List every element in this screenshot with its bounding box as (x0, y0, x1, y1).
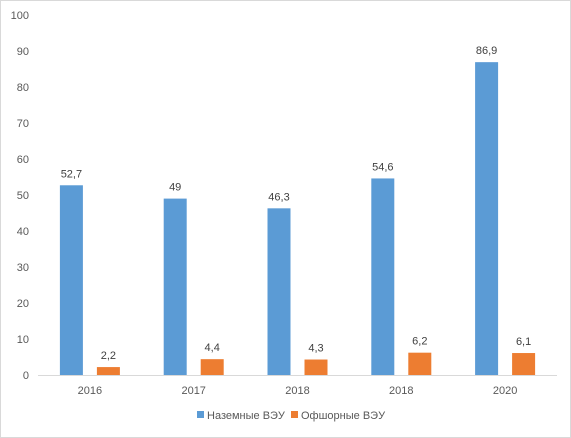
bar-onshore (163, 198, 187, 375)
bar-onshore (59, 185, 83, 375)
y-tick-label: 30 (17, 262, 29, 274)
bar-value-label: 86,9 (476, 45, 497, 57)
y-tick-label: 90 (17, 46, 29, 58)
x-tick-label: 2016 (78, 385, 102, 397)
y-tick-label: 50 (17, 190, 29, 202)
y-tick-label: 10 (17, 334, 29, 346)
bar-onshore (475, 62, 499, 375)
x-tick-label: 2020 (493, 385, 517, 397)
legend-label: Наземные ВЭУ (207, 410, 286, 422)
bars (59, 62, 536, 375)
bar-offshore (304, 359, 328, 375)
legend: Наземные ВЭУ Офшорные ВЭУ (197, 410, 386, 422)
legend-swatch (197, 411, 204, 418)
y-tick-label: 40 (17, 226, 29, 238)
y-tick-label: 70 (17, 118, 29, 130)
y-tick-label: 80 (17, 82, 29, 94)
legend-label: Офшорные ВЭУ (301, 410, 386, 422)
bar-onshore (371, 178, 395, 375)
bar-offshore (96, 367, 120, 375)
y-tick-label: 60 (17, 154, 29, 166)
legend-swatch (291, 411, 298, 418)
y-tick-label: 0 (23, 370, 29, 382)
x-tick-label: 2018 (389, 385, 413, 397)
bar-value-label: 6,1 (516, 336, 531, 348)
bar-value-label: 49 (169, 182, 181, 194)
y-tick-label: 100 (11, 10, 29, 22)
bar-offshore (408, 352, 432, 375)
bar-value-label: 4,4 (205, 342, 220, 354)
bar-value-label: 54,6 (372, 161, 393, 173)
axes: 0 10 20 30 40 50 60 70 80 90 100 2016 2017 2018 2018 20… (11, 10, 557, 397)
data-labels: 52,7 2,2 49 4,4 46,3 4,3 54,6 6,2 86,9 6,1 (61, 45, 532, 362)
y-tick-label: 20 (17, 298, 29, 310)
bar-value-label: 52,7 (61, 168, 82, 180)
bar-value-label: 2,2 (101, 350, 116, 362)
bar-value-label: 46,3 (268, 191, 289, 203)
bar-value-label: 4,3 (308, 343, 323, 355)
bar-offshore (200, 359, 224, 375)
bar-value-label: 6,2 (412, 336, 427, 348)
bar-onshore (267, 208, 291, 375)
bar-offshore (512, 353, 536, 375)
x-tick-label: 2017 (181, 385, 205, 397)
x-tick-label: 2018 (285, 385, 309, 397)
